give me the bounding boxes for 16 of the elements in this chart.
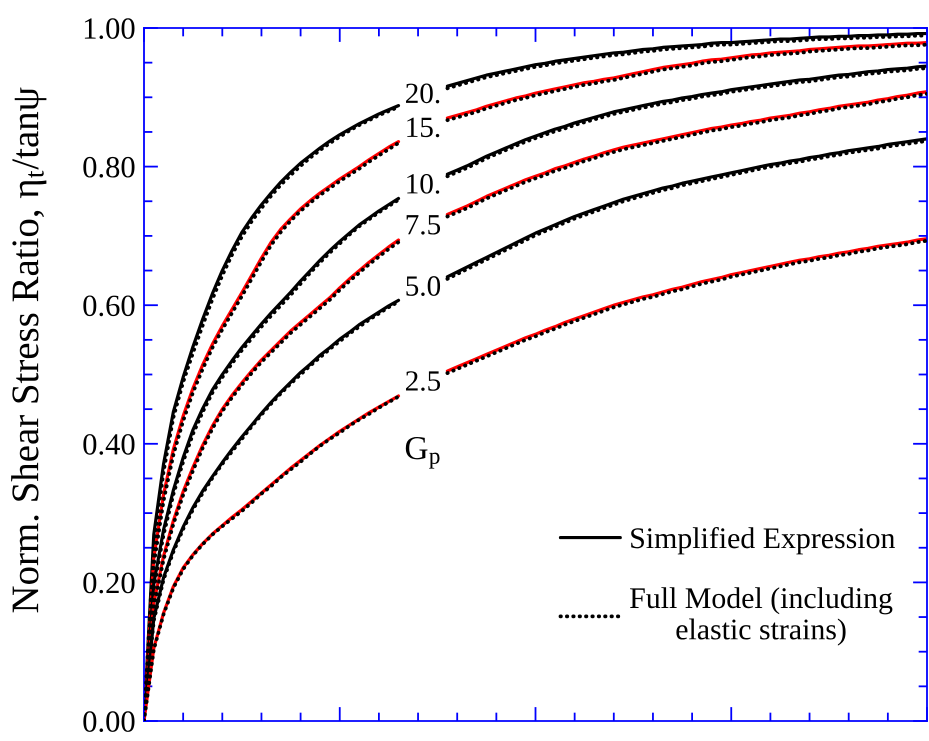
annotation: 7.5 <box>406 215 440 235</box>
y-tick-label: 1.00 <box>84 18 134 40</box>
annotation: 20. <box>406 84 440 104</box>
y-tick-label: 0.20 <box>83 572 134 594</box>
y-tick-label: 0.40 <box>83 434 134 455</box>
y-tick-label: 0.60 <box>83 295 134 316</box>
annotation: 2.5 <box>406 371 440 391</box>
y-tick-label: 0.80 <box>83 156 134 178</box>
y-tick-label: 0.00 <box>83 711 134 732</box>
annotation: G$_{p}$ <box>406 436 440 469</box>
annotation: 15. <box>407 118 440 138</box>
legend-label: Simplified Expression <box>631 526 895 554</box>
annotation: 10. <box>407 174 440 194</box>
y-axis-title: Norm. Shear Stress Ratio, η$_{t}$/tanψ <box>11 87 46 612</box>
legend-label: Full Model (including elastic strains) <box>630 587 892 646</box>
annotation: 5.0 <box>406 276 440 296</box>
